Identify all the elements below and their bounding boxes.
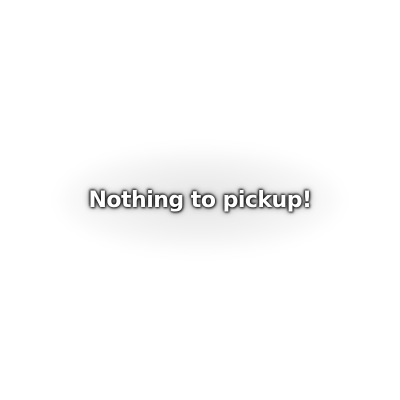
toast-shadow-halo <box>60 150 340 250</box>
pickup-toast: Nothing to pickup! <box>0 180 400 220</box>
pickup-toast-message: Nothing to pickup! <box>88 187 312 213</box>
